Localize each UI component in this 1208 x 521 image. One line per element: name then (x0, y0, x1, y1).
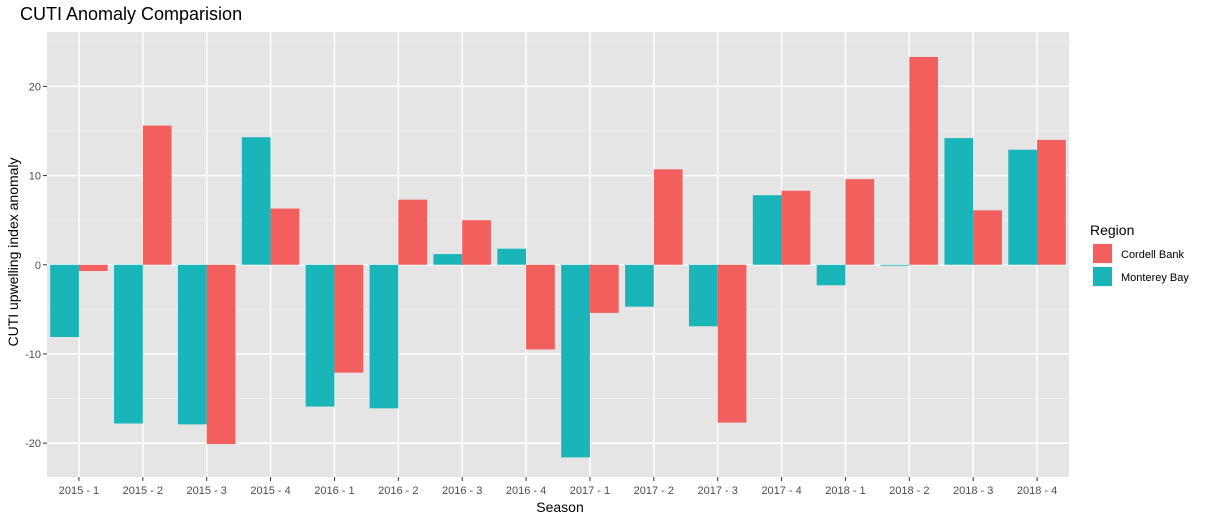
legend-title: Region (1090, 222, 1134, 238)
bar-cordell-bank (845, 179, 875, 265)
x-tick-label: 2018 - 4 (1017, 485, 1057, 497)
bar-monterey-bay (1008, 149, 1038, 265)
bar-cordell-bank (270, 208, 300, 265)
y-tick-label: -10 (25, 349, 41, 361)
y-axis-ticks: -20 -10 0 10 20 (25, 81, 47, 450)
bar-cordell-bank (781, 190, 811, 265)
x-tick-label: 2017 - 3 (698, 485, 738, 497)
legend-label: Monterey Bay (1121, 272, 1189, 284)
bars (50, 56, 1066, 458)
bar-monterey-bay (433, 254, 463, 265)
bar-cordell-bank (398, 199, 428, 265)
x-axis-title: Season (536, 499, 583, 515)
bar-monterey-bay (944, 138, 974, 265)
x-tick-label: 2016 - 3 (442, 485, 482, 497)
bar-cordell-bank (973, 210, 1002, 265)
bar-cordell-bank (1037, 139, 1066, 265)
bar-monterey-bay (50, 264, 79, 337)
y-axis-title: CUTI upwelling index anomaly (5, 157, 21, 346)
legend: Region Cordell Bank Monterey Bay (1090, 222, 1189, 287)
bar-cordell-bank (909, 56, 939, 265)
bar-cordell-bank (462, 220, 491, 265)
x-tick-label: 2017 - 2 (634, 485, 674, 497)
x-tick-label: 2015 - 1 (59, 485, 99, 497)
legend-swatch (1093, 267, 1112, 286)
bar-monterey-bay (114, 264, 143, 424)
bar-monterey-bay (688, 264, 718, 327)
legend-swatch (1093, 244, 1112, 263)
x-tick-label: 2015 - 2 (123, 485, 163, 497)
y-tick-label: 0 (35, 260, 41, 272)
bar-cordell-bank (526, 264, 555, 350)
bar-cordell-bank (78, 264, 108, 271)
bar-cordell-bank (206, 264, 236, 445)
y-tick-label: 20 (29, 81, 41, 93)
bar-monterey-bay (241, 137, 271, 265)
bar-monterey-bay (497, 248, 527, 265)
bar-monterey-bay (625, 264, 654, 307)
bar-cordell-bank (653, 169, 683, 265)
x-tick-label: 2018 - 3 (953, 485, 993, 497)
x-tick-label: 2016 - 2 (378, 485, 418, 497)
legend-label: Cordell Bank (1121, 249, 1184, 261)
bar-cordell-bank (589, 264, 619, 313)
bar-monterey-bay (369, 264, 399, 409)
x-tick-label: 2018 - 1 (825, 485, 865, 497)
x-tick-label: 2015 - 4 (250, 485, 290, 497)
x-tick-label: 2018 - 2 (889, 485, 929, 497)
x-tick-label: 2016 - 4 (506, 485, 546, 497)
y-tick-label: -20 (25, 438, 41, 450)
bar-monterey-bay (816, 264, 846, 286)
bar-monterey-bay (177, 264, 207, 425)
bar-monterey-bay (880, 264, 910, 266)
bar-monterey-bay (561, 264, 590, 458)
bar-cordell-bank (142, 125, 172, 265)
x-tick-label: 2017 - 4 (761, 485, 801, 497)
bar-cordell-bank (334, 264, 364, 373)
bar-cordell-bank (717, 264, 747, 423)
bar-monterey-bay (752, 195, 782, 265)
y-tick-label: 10 (29, 171, 41, 183)
x-tick-label: 2017 - 1 (570, 485, 610, 497)
bar-monterey-bay (305, 264, 335, 407)
chart-title: CUTI Anomaly Comparision (20, 4, 242, 24)
x-tick-label: 2015 - 3 (187, 485, 227, 497)
x-axis-ticks: 2015 - 1 2015 - 2 2015 - 3 2015 - 4 2016 - 1… (59, 477, 1057, 497)
x-tick-label: 2016 - 1 (314, 485, 354, 497)
